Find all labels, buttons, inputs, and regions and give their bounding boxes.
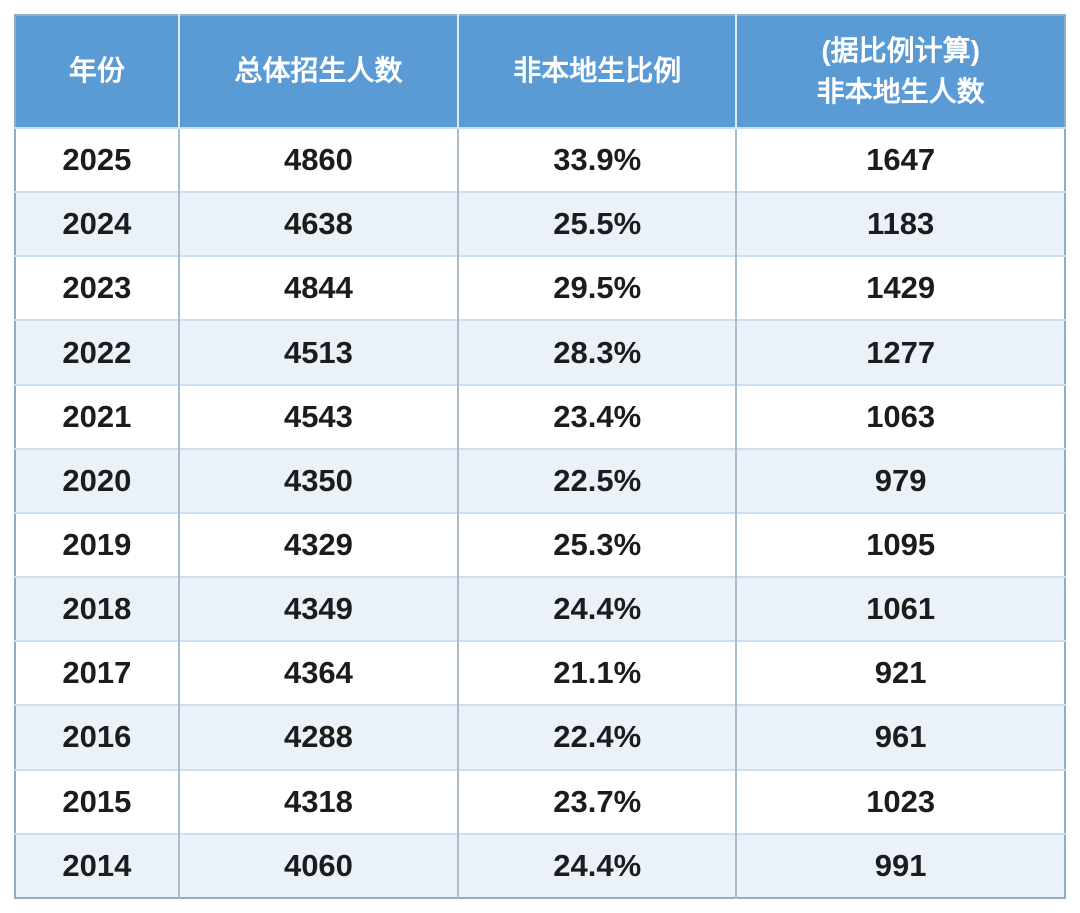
cell-year: 2015	[15, 768, 179, 834]
cell-year: 2016	[15, 704, 179, 770]
cell-year: 2023	[15, 255, 179, 321]
cell-total: 4364	[177, 640, 459, 706]
cell-year: 2017	[15, 640, 179, 706]
table-row: 2014 4060 24.4% 991	[15, 832, 1065, 898]
table-row: 2025 4860 33.9% 1647	[15, 126, 1065, 193]
cell-nonlocal: 1023	[735, 768, 1065, 834]
col-header-total-enrollment: 总体招生人数	[177, 15, 459, 128]
cell-nonlocal: 1647	[735, 126, 1065, 193]
cell-year: 2020	[15, 447, 179, 513]
table-row: 2017 4364 21.1% 921	[15, 640, 1065, 706]
cell-nonlocal: 1277	[735, 319, 1065, 385]
cell-total: 4349	[177, 576, 459, 642]
table-row: 2020 4350 22.5% 979	[15, 447, 1065, 513]
cell-ratio: 22.5%	[457, 447, 737, 513]
table-row: 2023 4844 29.5% 1429	[15, 255, 1065, 321]
col-header-year: 年份	[15, 15, 179, 128]
cell-ratio: 25.3%	[457, 511, 737, 578]
cell-ratio: 33.9%	[457, 126, 737, 193]
table-row: 2018 4349 24.4% 1061	[15, 576, 1065, 642]
cell-total: 4288	[177, 704, 459, 770]
col-header-nonlocal-count-line1: (据比例计算)	[821, 34, 980, 66]
cell-nonlocal: 1183	[735, 191, 1065, 257]
cell-nonlocal: 979	[735, 447, 1065, 513]
col-header-nonlocal-ratio: 非本地生比例	[457, 15, 737, 128]
cell-nonlocal: 1095	[735, 511, 1065, 578]
cell-year: 2018	[15, 576, 179, 642]
table-row: 2022 4513 28.3% 1277	[15, 319, 1065, 385]
enrollment-table: 年份 总体招生人数 非本地生比例 (据比例计算) 非本地生人数 2025 486…	[14, 14, 1066, 899]
cell-nonlocal: 1063	[735, 383, 1065, 449]
cell-ratio: 29.5%	[457, 255, 737, 321]
cell-total: 4844	[177, 255, 459, 321]
header-row: 年份 总体招生人数 非本地生比例 (据比例计算) 非本地生人数	[15, 15, 1065, 128]
col-header-nonlocal-count: (据比例计算) 非本地生人数	[735, 15, 1065, 128]
cell-total: 4329	[177, 511, 459, 578]
cell-nonlocal: 961	[735, 704, 1065, 770]
cell-nonlocal: 1061	[735, 576, 1065, 642]
cell-year: 2019	[15, 511, 179, 578]
cell-ratio: 25.5%	[457, 191, 737, 257]
cell-nonlocal: 921	[735, 640, 1065, 706]
cell-nonlocal: 991	[735, 832, 1065, 898]
table-row: 2024 4638 25.5% 1183	[15, 191, 1065, 257]
table-row: 2021 4543 23.4% 1063	[15, 383, 1065, 449]
cell-ratio: 21.1%	[457, 640, 737, 706]
col-header-nonlocal-count-line2: 非本地生人数	[816, 75, 985, 107]
cell-ratio: 23.4%	[457, 383, 737, 449]
table-row: 2016 4288 22.4% 961	[15, 704, 1065, 770]
cell-total: 4860	[177, 126, 459, 193]
cell-total: 4543	[177, 383, 459, 449]
cell-nonlocal: 1429	[735, 255, 1065, 321]
cell-total: 4350	[177, 447, 459, 513]
cell-year: 2025	[15, 126, 179, 193]
cell-year: 2022	[15, 319, 179, 385]
cell-total: 4638	[177, 191, 459, 257]
cell-ratio: 24.4%	[457, 576, 737, 642]
table-row: 2019 4329 25.3% 1095	[15, 511, 1065, 578]
cell-ratio: 23.7%	[457, 768, 737, 834]
cell-year: 2014	[15, 832, 179, 898]
cell-total: 4060	[177, 832, 459, 898]
cell-total: 4513	[177, 319, 459, 385]
cell-year: 2021	[15, 383, 179, 449]
cell-ratio: 28.3%	[457, 319, 737, 385]
cell-ratio: 22.4%	[457, 704, 737, 770]
cell-total: 4318	[177, 768, 459, 834]
table-row: 2015 4318 23.7% 1023	[15, 768, 1065, 834]
cell-year: 2024	[15, 191, 179, 257]
cell-ratio: 24.4%	[457, 832, 737, 898]
